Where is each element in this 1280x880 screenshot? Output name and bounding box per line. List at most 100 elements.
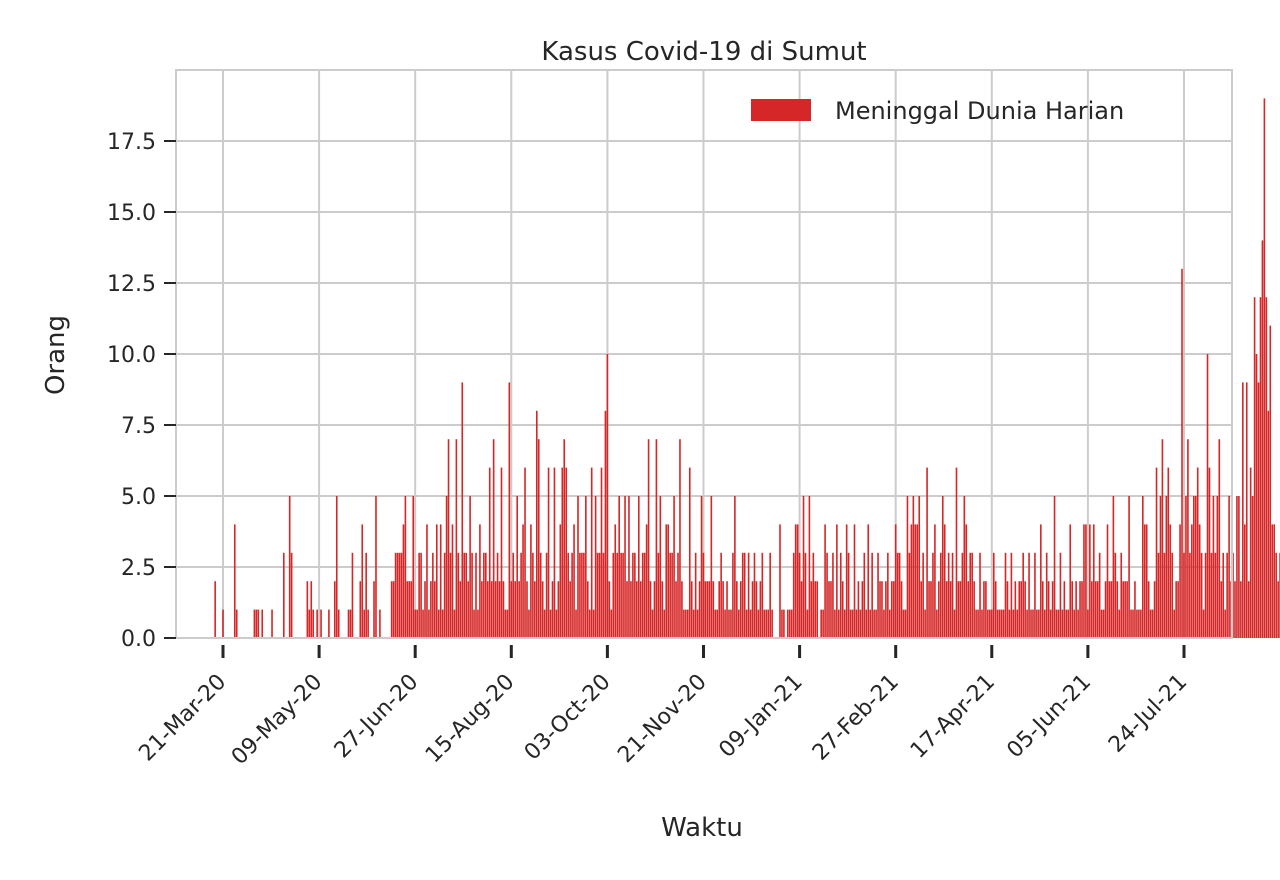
bar: [563, 439, 566, 638]
bar: [1155, 467, 1158, 638]
bar: [753, 552, 756, 638]
bar: [506, 609, 509, 638]
bar: [871, 552, 873, 638]
bar: [520, 552, 522, 638]
bar: [1232, 552, 1234, 638]
bar: [779, 524, 781, 638]
bar: [1220, 581, 1223, 638]
bar: [1104, 581, 1107, 638]
bar: [1091, 581, 1093, 638]
bar: [553, 467, 556, 638]
bar: [1251, 496, 1254, 638]
bar: [1136, 609, 1138, 638]
bar: [1112, 496, 1115, 638]
bar: [288, 496, 291, 638]
bar: [441, 609, 444, 638]
bar: [592, 609, 595, 638]
bar: [404, 496, 407, 638]
bar: [702, 552, 705, 638]
bar: [622, 552, 624, 638]
bar: [759, 581, 762, 638]
bar: [312, 609, 315, 638]
bar: [1102, 609, 1105, 638]
bar: [798, 552, 801, 638]
bar: [792, 552, 795, 638]
bar: [581, 552, 583, 638]
bar: [1210, 552, 1213, 638]
bar: [1177, 581, 1179, 638]
bar: [1004, 552, 1007, 638]
bar: [671, 552, 673, 638]
bar: [847, 552, 850, 638]
bar: [1122, 581, 1124, 638]
bar: [1134, 581, 1136, 638]
bar: [1165, 496, 1168, 638]
bar: [1116, 581, 1119, 638]
bar: [669, 552, 671, 638]
bar: [514, 581, 517, 638]
bar: [1191, 524, 1193, 638]
bar: [398, 552, 401, 638]
bar: [539, 552, 542, 638]
bar: [830, 581, 832, 638]
bar: [361, 524, 364, 638]
bar: [1145, 524, 1148, 638]
bar: [749, 609, 752, 638]
bar: [990, 609, 993, 638]
bar: [1059, 552, 1062, 638]
bar: [741, 552, 744, 638]
bar-series: [214, 98, 1280, 638]
bar: [718, 581, 720, 638]
bar: [559, 524, 562, 638]
bar: [832, 552, 834, 638]
bar: [887, 552, 889, 638]
bar: [1126, 581, 1128, 638]
bar: [410, 581, 413, 638]
bar: [475, 552, 477, 638]
bar: [1167, 467, 1170, 638]
bar: [351, 552, 354, 638]
legend-label: Meninggal Dunia Harian: [835, 97, 1124, 125]
bar: [1100, 609, 1103, 638]
bar: [747, 552, 750, 638]
bar: [567, 552, 569, 638]
y-tick-label: 5.0: [121, 485, 156, 510]
bar: [657, 552, 660, 638]
bar: [557, 581, 560, 638]
bar: [432, 552, 434, 638]
bar: [739, 581, 742, 638]
bar: [534, 581, 536, 638]
bar: [963, 496, 966, 638]
bar: [971, 552, 973, 638]
bar: [1222, 552, 1225, 638]
bar: [663, 609, 666, 638]
bar: [808, 496, 811, 638]
bar: [737, 609, 740, 638]
bar: [1202, 609, 1205, 638]
legend-swatch: [751, 99, 811, 121]
bar: [1022, 552, 1024, 638]
bar: [912, 496, 915, 638]
bar: [814, 581, 817, 638]
bar: [571, 552, 573, 638]
bar: [1006, 581, 1009, 638]
bar: [616, 552, 619, 638]
bar: [696, 609, 699, 638]
bar: [940, 552, 942, 638]
bar: [873, 609, 875, 638]
bar: [649, 581, 652, 638]
bar: [359, 581, 362, 638]
bar: [634, 552, 636, 638]
bar: [973, 581, 975, 638]
bar: [1212, 496, 1215, 638]
bar: [610, 609, 613, 638]
bar: [1010, 552, 1013, 638]
bar: [896, 552, 899, 638]
bar: [849, 609, 852, 638]
bar: [1000, 609, 1003, 638]
bar: [1204, 552, 1207, 638]
bar: [583, 552, 585, 638]
bar: [992, 552, 995, 638]
bar: [1030, 609, 1032, 638]
bar: [1016, 609, 1019, 638]
